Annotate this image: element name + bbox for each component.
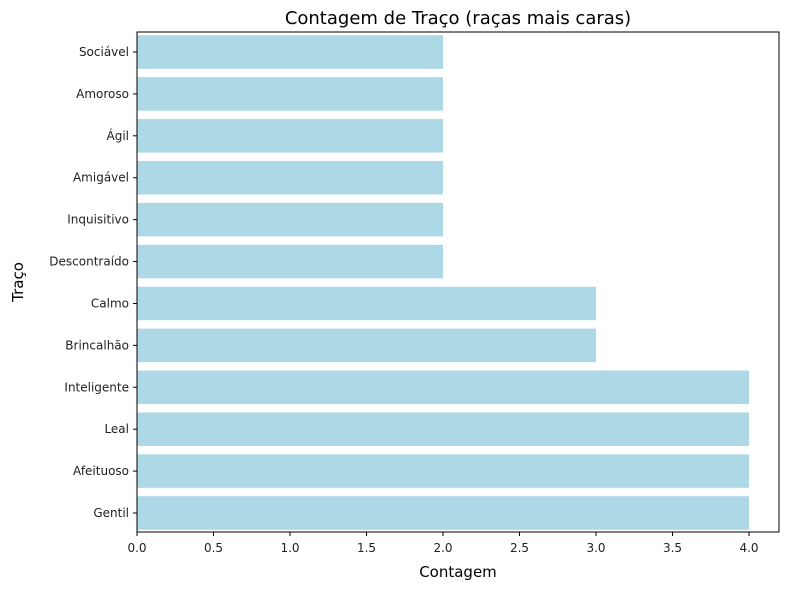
bar-leal: [137, 412, 749, 446]
y-tick-label: Calmo: [91, 296, 129, 310]
bar-brincalhao: [137, 328, 596, 363]
y-tick-label: Gentil: [93, 506, 129, 520]
x-tick-label: 2.5: [510, 541, 529, 555]
x-tick-label: 3.0: [586, 541, 605, 555]
x-tick-label: 3.5: [663, 541, 682, 555]
chart-title: Contagem de Traço (raças mais caras): [285, 8, 631, 29]
x-tick-label: 2.0: [433, 541, 452, 555]
x-axis-ticks: 0.0 0.5 1.0 1.5 2.0 2.5 3.0 3.5 4.0: [127, 532, 759, 555]
bar-descontraido: [137, 244, 443, 279]
y-tick-label: Amigável: [73, 171, 129, 185]
bar-inquisitivo: [137, 202, 443, 237]
bar-calmo: [137, 286, 596, 321]
bar-inteligente: [137, 370, 749, 405]
bars-group: [137, 35, 749, 530]
y-tick-label: Sociável: [79, 45, 129, 59]
bar-amoroso: [137, 77, 443, 111]
bar-gentil: [137, 496, 749, 530]
y-tick-label: Brincalhão: [65, 338, 129, 352]
y-tick-label: Inteligente: [64, 380, 129, 394]
y-axis-title: Traço: [9, 262, 27, 303]
bar-sociavel: [137, 35, 443, 69]
x-tick-label: 0.0: [127, 541, 146, 555]
bar-agil: [137, 119, 443, 153]
x-tick-label: 1.5: [357, 541, 376, 555]
x-axis-title: Contagem: [419, 563, 497, 581]
y-tick-label: Descontraído: [49, 255, 129, 269]
x-tick-label: 4.0: [739, 541, 758, 555]
x-tick-label: 0.5: [204, 541, 223, 555]
y-tick-label: Inquisitivo: [67, 213, 129, 227]
y-tick-label: Afeituoso: [73, 464, 129, 478]
plot-area-frame: [136, 31, 780, 533]
y-tick-label: Ágil: [107, 128, 130, 143]
bar-amigavel: [137, 160, 443, 195]
y-tick-label: Leal: [104, 422, 129, 436]
y-axis-ticks: Gentil Afeituoso Leal Inteligente Brincalhão…: [49, 45, 137, 520]
y-tick-label: Amoroso: [76, 87, 129, 101]
x-tick-label: 1.0: [280, 541, 299, 555]
bar-afeituoso: [137, 454, 749, 488]
